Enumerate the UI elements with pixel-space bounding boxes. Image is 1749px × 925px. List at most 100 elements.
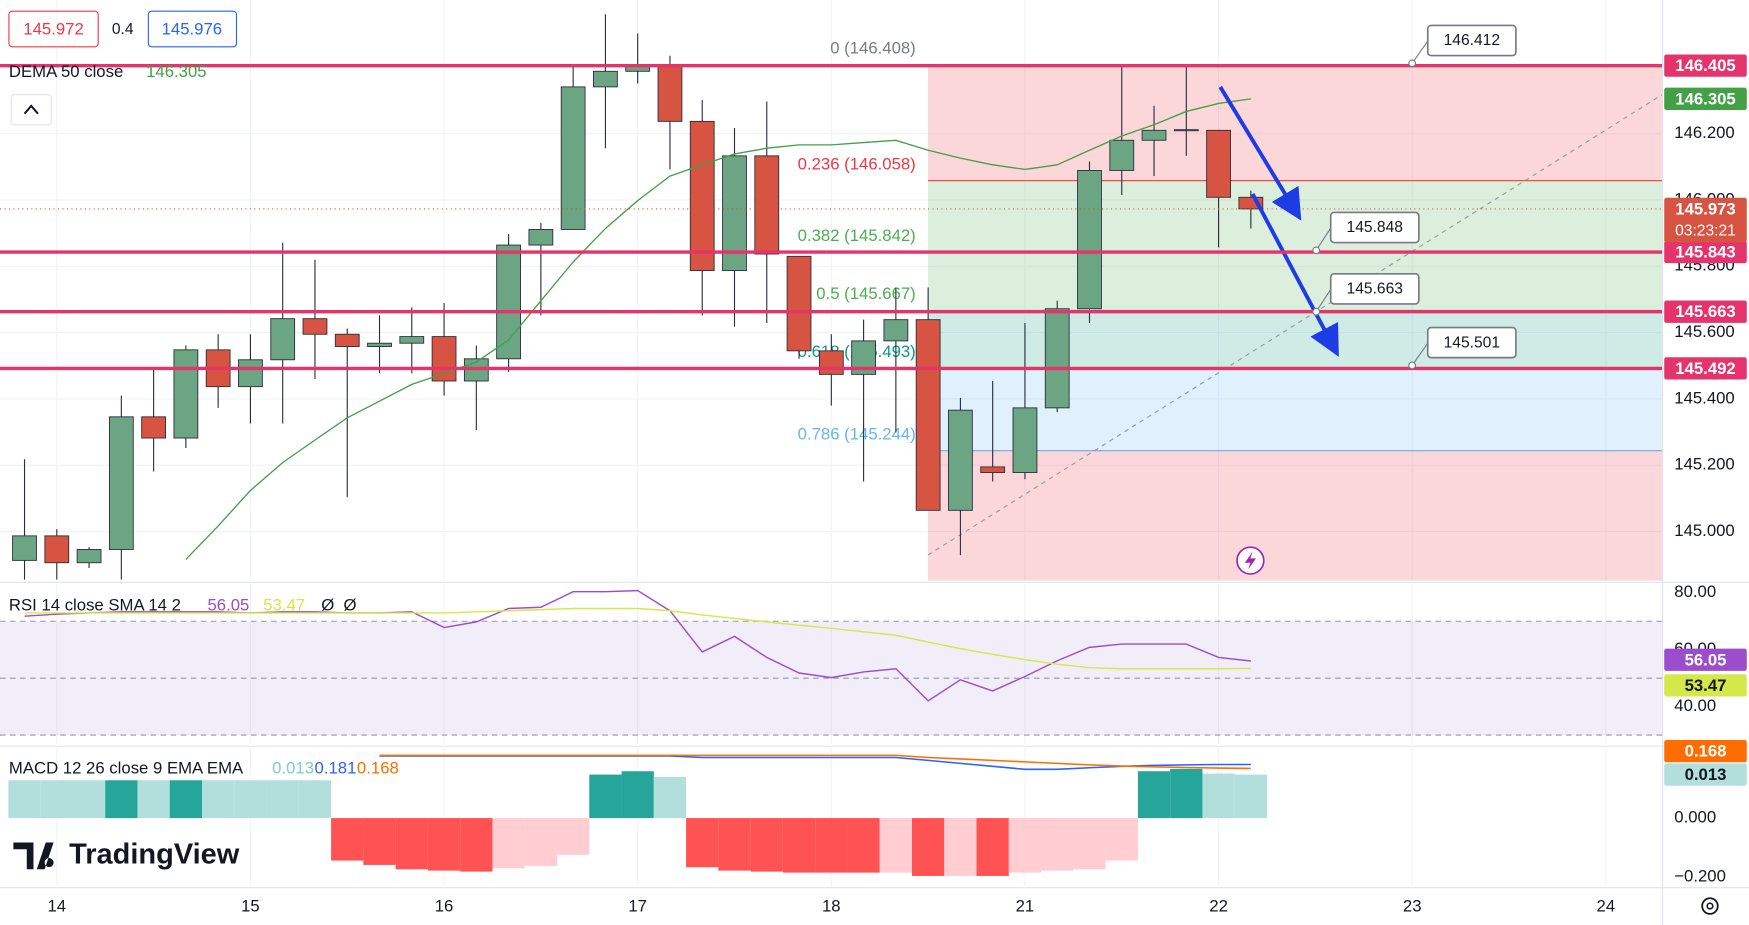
y-tick-label: 145.400 bbox=[1674, 388, 1734, 407]
fib-zone bbox=[928, 180, 1662, 253]
macd-signal-value: 0.168 bbox=[357, 758, 399, 777]
histogram-bar bbox=[1041, 818, 1074, 871]
time-axis bbox=[0, 888, 1664, 925]
y-tick-label: 145.600 bbox=[1674, 322, 1734, 341]
histogram-bar bbox=[976, 818, 1009, 876]
callout-leader bbox=[1411, 342, 1429, 366]
overlay-layer: 146.412 145.848 145.663 145.501 bbox=[0, 24, 1662, 371]
spread: 0.4 bbox=[112, 21, 134, 38]
x-tick-label: 22 bbox=[1209, 897, 1228, 916]
rsi-marker: Ø bbox=[321, 596, 334, 615]
bid-box[interactable] bbox=[8, 10, 99, 48]
candle-body bbox=[689, 120, 715, 272]
callout-anchor bbox=[1408, 361, 1417, 370]
macd-value: 0.181 bbox=[315, 758, 357, 777]
candle-body bbox=[270, 318, 296, 361]
fib-zone bbox=[928, 64, 1662, 181]
candle-body bbox=[431, 336, 457, 382]
histogram-bar bbox=[621, 771, 654, 819]
rsi-sma-badge: 53.47 bbox=[1685, 676, 1727, 695]
bid: 145.972 bbox=[23, 20, 83, 39]
level-badge-box bbox=[1664, 357, 1747, 380]
arrows bbox=[1218, 85, 1339, 357]
x-tick-label: 24 bbox=[1597, 897, 1616, 916]
macd-signal-badge: 0.168 bbox=[1685, 742, 1727, 761]
price-badge: 145.973 bbox=[1675, 199, 1735, 218]
candle-body bbox=[883, 319, 909, 342]
candle-body bbox=[1141, 129, 1167, 141]
y-tick-label: −0.200 bbox=[1674, 867, 1726, 886]
collapse-button[interactable] bbox=[10, 94, 52, 126]
ask-box[interactable] bbox=[147, 10, 238, 48]
candle-body bbox=[1012, 407, 1038, 473]
trend-line bbox=[927, 94, 1663, 556]
histogram-bar bbox=[427, 818, 461, 871]
x-tick-label: 17 bbox=[628, 897, 647, 916]
candle-body bbox=[818, 350, 844, 375]
callout-label: 145.663 bbox=[1347, 281, 1403, 298]
callout-leader bbox=[1411, 40, 1429, 64]
histogram-bar bbox=[331, 818, 364, 861]
histogram-bar bbox=[40, 780, 73, 819]
axis-layer: 14 15 16 17 18 21 22 23 24 145.000 145.200 145.400 1… bbox=[47, 54, 1747, 916]
dema-badge-box bbox=[1664, 87, 1747, 110]
histogram-bar bbox=[202, 780, 235, 819]
fib-zone bbox=[928, 368, 1662, 451]
grid-layer bbox=[0, 0, 1662, 886]
histogram-bar bbox=[266, 780, 299, 819]
candle-body bbox=[108, 416, 134, 550]
macd-hist-badge: 0.013 bbox=[1685, 765, 1727, 784]
candle-body bbox=[851, 340, 876, 375]
histogram-bar bbox=[944, 818, 977, 876]
y-tick-label: 145.000 bbox=[1674, 521, 1734, 540]
candle-body bbox=[1109, 139, 1135, 171]
histogram-bar bbox=[524, 818, 558, 866]
settings-icon[interactable] bbox=[1701, 897, 1719, 915]
candle-body bbox=[496, 244, 521, 360]
callout-label: 145.848 bbox=[1347, 219, 1403, 236]
dema-legend-value: 146.305 bbox=[146, 62, 206, 81]
rsi-line bbox=[24, 589, 1251, 702]
macd-hist-badge-box bbox=[1664, 763, 1747, 786]
level-badge: 145.663 bbox=[1675, 302, 1735, 321]
rsi-sma-value: 53.47 bbox=[263, 596, 305, 615]
candle-body bbox=[141, 416, 167, 439]
candle-body bbox=[44, 535, 70, 564]
callout-box bbox=[1329, 272, 1420, 305]
histogram-bar bbox=[1008, 818, 1042, 873]
candle-body bbox=[657, 64, 683, 122]
histogram-bar bbox=[1202, 773, 1235, 819]
level-badge-box bbox=[1664, 300, 1747, 323]
y-tick-label: 80.00 bbox=[1674, 582, 1716, 601]
histogram-bar bbox=[72, 780, 106, 819]
collapse-icon bbox=[23, 104, 39, 115]
candle-body bbox=[593, 70, 618, 88]
countdown: 03:23:21 bbox=[1675, 222, 1736, 239]
dema-badge: 146.305 bbox=[1675, 89, 1735, 108]
histogram-bar bbox=[847, 818, 880, 873]
histogram-bar bbox=[492, 818, 525, 869]
histogram-bar bbox=[653, 776, 687, 819]
x-tick-label: 21 bbox=[1016, 897, 1035, 916]
histogram-bar bbox=[815, 818, 848, 873]
histogram-bar bbox=[557, 818, 590, 855]
alert-bolt bbox=[1244, 551, 1256, 570]
x-tick-label: 14 bbox=[47, 897, 66, 916]
macd-legend: MACD 12 26 close 9 EMA EMA bbox=[9, 758, 244, 777]
y-tick-label: 40.00 bbox=[1674, 696, 1716, 715]
candle-body bbox=[1044, 308, 1070, 409]
candle-body bbox=[948, 409, 973, 511]
fib-zone bbox=[928, 450, 1662, 581]
rsi-sma-badge-box bbox=[1664, 674, 1747, 697]
fib-label: 0 (146.408) bbox=[830, 38, 916, 57]
candle-body bbox=[334, 333, 360, 347]
rsi-badge: 56.05 bbox=[1685, 650, 1727, 669]
callout-box bbox=[1329, 211, 1420, 244]
candle-body bbox=[754, 155, 780, 255]
histogram-bar bbox=[879, 818, 913, 873]
arrow bbox=[1218, 85, 1302, 221]
fib-label: 0.786 (145.244) bbox=[798, 424, 916, 443]
fib-zone bbox=[928, 252, 1662, 311]
candle-body bbox=[528, 229, 554, 246]
